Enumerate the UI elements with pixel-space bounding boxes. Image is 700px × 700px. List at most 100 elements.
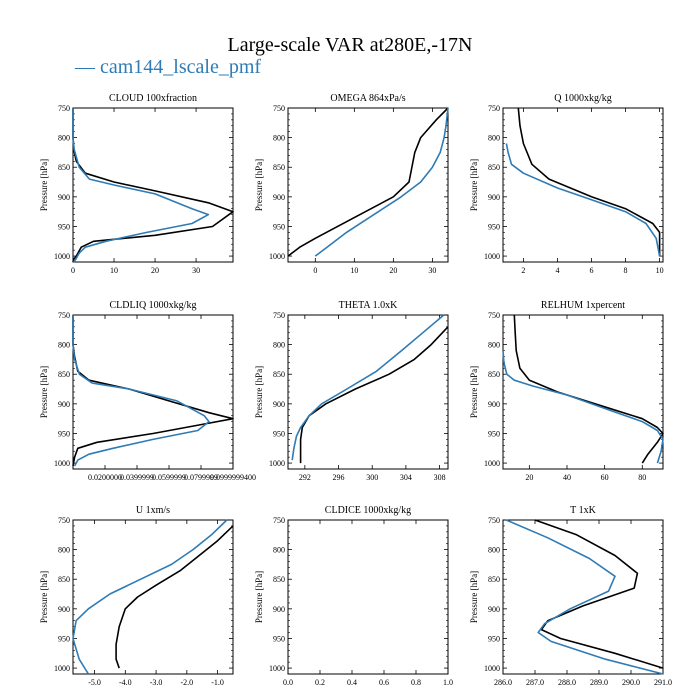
x-tick-label: 20: [389, 266, 397, 275]
x-tick-label: 20: [151, 266, 159, 275]
series-line-model: [505, 143, 661, 257]
x-tick-label: 40: [563, 473, 571, 482]
y-axis-label: Pressure [hPa]: [469, 366, 479, 418]
y-tick-label: 950: [488, 429, 500, 438]
panel-3: CLDLIQ 1000xkg/kg Pressure [hPa] 750 800 850…: [39, 300, 256, 482]
x-tick-label: 4: [555, 266, 559, 275]
y-axis-label: Pressure [hPa]: [469, 571, 479, 623]
x-tick-label: 0.4: [347, 678, 357, 687]
plot-frame: [72, 107, 234, 263]
y-tick-label: 950: [58, 634, 70, 643]
chart-main-title: Large-scale VAR at280E,-17N: [227, 34, 473, 56]
plot-frame: [287, 107, 449, 263]
series-line-model: [505, 519, 664, 675]
y-tick-label: 800: [273, 546, 285, 555]
x-tick-label: 308: [434, 473, 446, 482]
plot-frame: [502, 519, 664, 675]
series-line-model: [72, 108, 210, 263]
y-tick-label: 800: [58, 546, 70, 555]
y-axis-label: Pressure [hPa]: [39, 159, 49, 211]
x-tick-label: -5.0: [88, 678, 101, 687]
y-tick-label: 1000: [54, 459, 70, 468]
x-tick-label: 304: [400, 473, 412, 482]
x-tick-label: 287.0: [526, 678, 544, 687]
y-tick-label: 900: [273, 193, 285, 202]
x-tick-label: 0: [71, 266, 75, 275]
y-tick-label: 950: [488, 634, 500, 643]
y-axis-label: Pressure [hPa]: [39, 366, 49, 418]
x-tick-label: 10: [656, 266, 664, 275]
x-tick-label: 10: [350, 266, 358, 275]
x-tick-label: 2: [521, 266, 525, 275]
y-tick-label: 750: [488, 516, 500, 525]
y-tick-label: 950: [273, 222, 285, 231]
x-tick-label: 10: [110, 266, 118, 275]
y-axis-label: Pressure [hPa]: [39, 571, 49, 623]
series-line-model: [502, 350, 664, 464]
y-tick-label: 850: [488, 163, 500, 172]
series-line-ref: [115, 525, 234, 669]
y-tick-label: 750: [58, 516, 70, 525]
x-tick-label: -4.0: [119, 678, 132, 687]
panel-title: CLDICE 1000xkg/kg: [325, 505, 411, 516]
y-tick-label: 800: [488, 546, 500, 555]
y-tick-label: 850: [58, 575, 70, 584]
y-tick-label: 900: [488, 400, 500, 409]
panel-title: CLDLIQ 1000xkg/kg: [110, 300, 197, 311]
legend-line-icon: —: [75, 56, 95, 78]
series-line-ref: [299, 326, 449, 464]
y-tick-label: 850: [58, 163, 70, 172]
x-tick-label: 0.8: [411, 678, 421, 687]
series-line-ref: [287, 107, 449, 257]
y-tick-label: 850: [488, 370, 500, 379]
y-tick-label: 1000: [269, 664, 285, 673]
y-tick-label: 950: [58, 222, 70, 231]
y-tick-label: 900: [273, 605, 285, 614]
x-tick-label: 6: [590, 266, 594, 275]
plot-frame: [287, 519, 449, 675]
plot-frame: [287, 314, 449, 470]
y-tick-label: 850: [273, 575, 285, 584]
y-tick-label: 1000: [54, 252, 70, 261]
y-tick-label: 800: [488, 134, 500, 143]
panel-7: CLDICE 1000xkg/kg Pressure [hPa] 750 800 850…: [254, 505, 453, 687]
x-tick-label: 289.0: [590, 678, 608, 687]
plot-frame: [502, 107, 664, 263]
y-tick-label: 1000: [269, 459, 285, 468]
x-tick-label: 291.0: [654, 678, 672, 687]
y-tick-label: 850: [273, 163, 285, 172]
y-tick-label: 750: [58, 104, 70, 113]
series-line-ref: [517, 107, 661, 257]
x-tick-label: 286.0: [494, 678, 512, 687]
x-tick-label: 1.0: [443, 678, 453, 687]
y-tick-label: 750: [488, 104, 500, 113]
x-tick-label: 296: [333, 473, 345, 482]
y-tick-label: 750: [273, 104, 285, 113]
panel-title: RELHUM 1xpercent: [541, 300, 625, 311]
plot-frame: [72, 314, 234, 470]
y-tick-label: 900: [58, 193, 70, 202]
plot-frame: [72, 519, 234, 675]
series-line-ref: [72, 315, 234, 467]
y-tick-label: 750: [58, 311, 70, 320]
y-tick-label: 1000: [484, 459, 500, 468]
panel-0: CLOUD 100xfraction Pressure [hPa] 750 800 85…: [39, 93, 234, 275]
y-tick-label: 800: [273, 341, 285, 350]
x-tick-label: 292: [299, 473, 311, 482]
panel-title: T 1xK: [570, 505, 596, 516]
x-tick-label: 60: [601, 473, 609, 482]
x-tick-label: 8: [624, 266, 628, 275]
series-line-model: [291, 314, 445, 461]
legend: — cam144_lscale_pmf: [75, 56, 261, 79]
y-axis-label: Pressure [hPa]: [469, 159, 479, 211]
y-tick-label: 1000: [484, 664, 500, 673]
x-tick-label: -3.0: [150, 678, 163, 687]
y-tick-label: 950: [488, 222, 500, 231]
series-line-model: [72, 315, 210, 467]
y-tick-label: 1000: [269, 252, 285, 261]
x-tick-label: 20: [525, 473, 533, 482]
x-tick-label: 0.0: [283, 678, 293, 687]
x-tick-label: 290.0: [622, 678, 640, 687]
y-tick-label: 900: [488, 193, 500, 202]
